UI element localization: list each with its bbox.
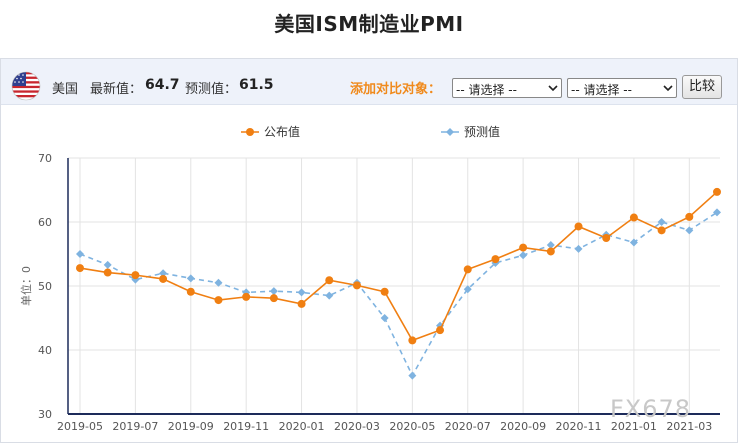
actual-point [657, 226, 666, 235]
y-tick-label: 60 [38, 216, 52, 229]
forecast-point [380, 314, 389, 322]
x-tick-label: 2020-09 [500, 420, 546, 433]
legend-label: 公布值 [264, 124, 300, 139]
chevron-down-icon [663, 85, 673, 92]
forecast-value: 61.5 [239, 77, 274, 93]
legend-label: 预测值 [464, 124, 500, 139]
y-tick-label: 70 [38, 152, 52, 165]
actual-point [491, 255, 500, 264]
x-tick-label: 2019-07 [112, 420, 158, 433]
compare-select-2-value: -- 请选择 -- [571, 83, 632, 97]
actual-point [214, 296, 223, 305]
forecast-point [103, 260, 112, 269]
actual-point [546, 247, 555, 256]
forecast-value-label: 预测值： [185, 82, 238, 97]
actual-point [519, 243, 528, 252]
actual-point [602, 234, 611, 242]
forecast-point [159, 269, 168, 278]
watermark: FX678 [610, 395, 691, 423]
latest-value: 64.7 [145, 77, 180, 93]
y-axis-label: 单位：0 [19, 266, 33, 306]
actual-series-line [79, 191, 718, 342]
chart-toolbar: 美国 最新值： 64.7 预测值： 61.5 添加对比对象： -- 请选择 --… [1, 59, 737, 105]
forecast-point [269, 287, 278, 296]
us-flag-icon [11, 71, 41, 101]
forecast-point [463, 285, 472, 294]
latest-value-label: 最新值： [90, 82, 143, 97]
actual-point [463, 265, 472, 274]
x-tick-label: 2020-11 [556, 420, 602, 433]
legend-marker [246, 128, 254, 136]
chart-panel: 美国 最新值： 64.7 预测值： 61.5 添加对比对象： -- 请选择 --… [0, 58, 738, 443]
forecast-point [186, 274, 195, 283]
forecast-point [629, 238, 638, 247]
forecast-point [325, 291, 334, 300]
x-tick-label: 2021-01 [611, 420, 657, 433]
actual-point [436, 326, 445, 335]
actual-point [629, 213, 638, 222]
actual-point [186, 287, 195, 296]
forecast-point [713, 208, 721, 217]
actual-point [380, 287, 389, 296]
actual-point [76, 264, 84, 273]
x-tick-label: 2020-01 [279, 420, 325, 433]
x-tick-label: 2020-07 [445, 420, 491, 433]
forecast-point [408, 371, 417, 380]
actual-point [352, 281, 361, 290]
actual-point [159, 274, 168, 283]
country-label: 美国 [52, 82, 79, 97]
forecast-point [685, 226, 694, 235]
compare-select-1-value: -- 请选择 -- [456, 83, 517, 97]
chevron-down-icon [548, 85, 558, 92]
actual-point [297, 299, 306, 308]
y-tick-label: 40 [38, 344, 52, 357]
chart-grid [68, 157, 720, 414]
x-tick-label: 2020-03 [334, 420, 380, 433]
forecast-point [214, 278, 223, 287]
x-tick-label: 2020-05 [389, 420, 435, 433]
actual-point [242, 292, 251, 301]
compare-select-1[interactable]: -- 请选择 -- [452, 78, 562, 98]
y-tick-label: 30 [38, 408, 52, 421]
actual-point [574, 222, 583, 231]
actual-point [103, 268, 112, 277]
x-tick-label: 2021-03 [666, 420, 712, 433]
chart-legend: 公布值 预测值 [241, 124, 500, 139]
pmi-line-chart: 公布值 预测值 30 40 50 60 70 2019-05 2019-07 2019-09 20… [19, 124, 721, 433]
y-tick-label: 50 [38, 280, 52, 293]
forecast-series-line [79, 211, 718, 378]
forecast-point [297, 288, 306, 297]
chart-axes: 30 40 50 60 70 2019-05 2019-07 2019-09 2019-11 20… [38, 152, 720, 433]
forecast-point [546, 241, 555, 250]
add-compare-label: 添加对比对象： [350, 82, 442, 97]
forecast-point [519, 251, 528, 260]
compare-select-2[interactable]: -- 请选择 -- [567, 78, 677, 98]
actual-point [685, 212, 694, 221]
forecast-point [574, 244, 583, 253]
actual-point [131, 271, 140, 280]
actual-point [325, 276, 334, 285]
forecast-point [657, 218, 666, 226]
x-tick-label: 2019-11 [223, 420, 269, 433]
chart-series [76, 187, 721, 380]
actual-point [269, 294, 278, 303]
x-tick-label: 2019-05 [57, 420, 103, 433]
actual-point [408, 336, 417, 345]
legend-marker [446, 128, 454, 136]
x-tick-label: 2019-09 [168, 420, 214, 433]
page-title: 美国ISM制造业PMI [274, 12, 464, 36]
actual-point [713, 187, 721, 196]
forecast-point [76, 250, 84, 258]
compare-button[interactable]: 比较 [682, 75, 722, 99]
